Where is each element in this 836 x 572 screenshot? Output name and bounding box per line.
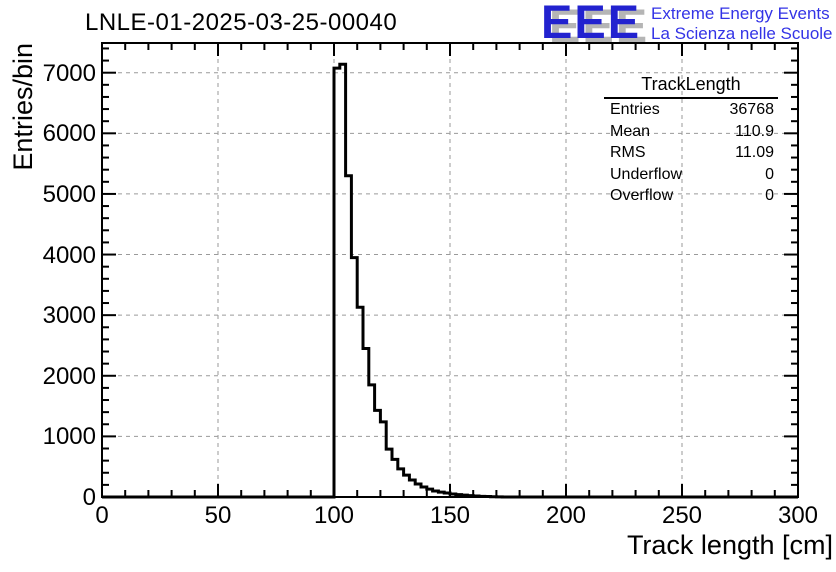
stats-row-label: Entries bbox=[610, 101, 660, 118]
eee-logo-tagline-line2: La Scienza nelle Scuole bbox=[651, 24, 833, 43]
eee-logo-acronym: EEE bbox=[541, 0, 642, 48]
eee-logo-tagline: Extreme Energy Events La Scienza nelle S… bbox=[651, 2, 832, 44]
x-tick-label: 150 bbox=[429, 502, 471, 529]
stats-row: Entries 36768 bbox=[604, 99, 778, 121]
histogram-line bbox=[102, 62, 798, 499]
stats-rows: Entries 36768 Mean 110.9 RMS 11.09 Underflow 0 O… bbox=[604, 99, 778, 207]
stats-row-value: 11.09 bbox=[735, 144, 774, 161]
y-tick-label: 3000 bbox=[42, 302, 96, 330]
y-tick-label: 1000 bbox=[42, 423, 96, 451]
x-tick-label: 300 bbox=[777, 502, 819, 529]
stats-row-label: Mean bbox=[610, 122, 651, 140]
eee-logo: EEE Extreme Energy Events La Scienza nel… bbox=[541, 0, 833, 48]
x-tick-label: 0 bbox=[95, 502, 109, 529]
chart-title: LNLE-01-2025-03-25-00040 bbox=[85, 9, 398, 36]
stats-row: Underflow 0 bbox=[604, 164, 778, 186]
y-tick-label: 0 bbox=[82, 484, 96, 511]
x-tick-label: 200 bbox=[545, 502, 587, 529]
stats-row: RMS 11.09 bbox=[604, 142, 778, 164]
y-tick-label: 6000 bbox=[42, 120, 96, 148]
stats-row-value: 0 bbox=[765, 165, 774, 183]
stats-row-label: Underflow bbox=[610, 165, 683, 183]
y-tick-label: 7000 bbox=[42, 59, 96, 87]
x-tick-label: 100 bbox=[313, 502, 355, 529]
stats-row-label: Overflow bbox=[610, 187, 674, 204]
y-tick-label: 5000 bbox=[42, 180, 96, 208]
eee-logo-tagline-line1: Extreme Energy Events bbox=[651, 4, 830, 23]
y-tick-label: 4000 bbox=[42, 241, 96, 269]
x-axis-title: Track length [cm] bbox=[626, 530, 833, 560]
stats-row-value: 110.9 bbox=[735, 122, 774, 140]
stats-box-title: TrackLength bbox=[604, 74, 778, 99]
x-tick-label: 250 bbox=[661, 502, 703, 529]
x-tick-label: 50 bbox=[204, 502, 232, 529]
stats-box: TrackLength Entries 36768 Mean 110.9 RMS 11.0… bbox=[604, 74, 778, 207]
stats-row: Mean 110.9 bbox=[604, 121, 778, 143]
stats-row-value: 36768 bbox=[729, 101, 775, 118]
stats-row: Overflow 0 bbox=[604, 185, 778, 207]
stats-row-value: 0 bbox=[765, 187, 774, 204]
y-tick-label: 2000 bbox=[42, 362, 96, 390]
stats-row-label: RMS bbox=[610, 144, 646, 161]
